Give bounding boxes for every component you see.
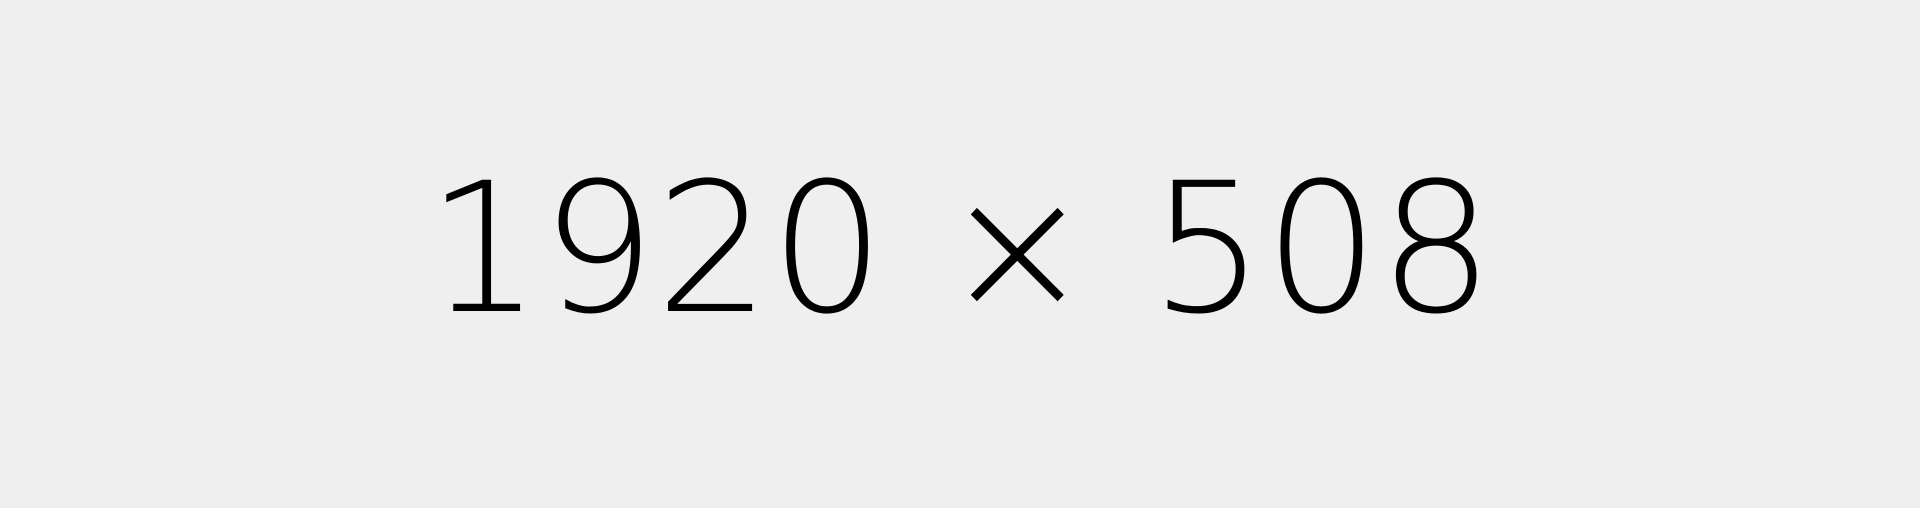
dimensions-label: 1920 × 508 — [426, 145, 1494, 354]
placeholder-image: 1920 × 508 — [426, 145, 1494, 354]
